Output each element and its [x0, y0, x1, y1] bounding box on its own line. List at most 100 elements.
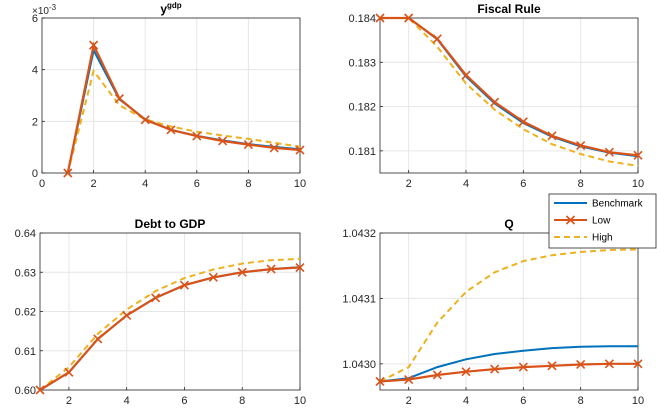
y-tick-label: 0.64: [15, 228, 36, 240]
panel-title: Debt to GDP: [135, 217, 206, 231]
marker-low: [375, 13, 385, 23]
plot-area: [42, 18, 300, 173]
y-tick-label: 0.62: [15, 307, 36, 319]
panel-title: ygdp: [160, 1, 181, 16]
series-line-high: [379, 248, 639, 383]
marker-low: [179, 280, 190, 290]
x-tick-label: 4: [463, 395, 469, 407]
series-line-low: [66, 41, 301, 174]
marker-low: [192, 131, 202, 141]
x-tick-label: 8: [578, 178, 584, 190]
x-tick-label: 6: [181, 395, 187, 407]
x-tick-label: 0: [39, 178, 45, 190]
axes-box: [41, 17, 301, 174]
marker-low: [218, 136, 228, 146]
x-tick-label: 4: [142, 178, 148, 190]
y-tick-label: 0: [32, 168, 38, 180]
marker-low: [295, 145, 305, 155]
marker-low: [35, 385, 45, 395]
marker-low: [633, 359, 643, 369]
x-tick-label: 6: [194, 178, 200, 190]
marker-low: [461, 70, 471, 80]
panel-fiscal-rule: 2 4 6 8 10 0.181 0.182 0.183 0.184 Fiscal Rule: [348, 2, 644, 190]
marker-low: [547, 361, 557, 371]
marker-low: [633, 150, 643, 160]
marker-low: [237, 267, 247, 277]
marker-low: [63, 168, 73, 178]
marker-low: [432, 34, 442, 44]
marker-low: [604, 359, 614, 369]
series-line-high: [380, 17, 639, 167]
marker-low: [243, 140, 253, 150]
marker-low: [93, 334, 103, 344]
x-tick-label: 4: [463, 178, 469, 190]
y-exponent-label: ×10-3: [32, 3, 57, 17]
marker-low: [375, 376, 385, 387]
y-tick-label: 0.60: [15, 385, 36, 397]
x-tick-label: 2: [406, 395, 412, 407]
y-tick-label: 4: [32, 65, 38, 77]
x-tick-label: 6: [520, 395, 526, 407]
panel-title: Q: [504, 217, 513, 231]
x-tick-label: 2: [406, 178, 412, 190]
marker-low: [269, 143, 279, 153]
panel-q: 2 4 6 8 10 1.0430 1.0431 1.0432 Q: [342, 217, 644, 407]
y-tick-label: 0.182: [348, 102, 376, 114]
x-tick-label: 2: [91, 178, 97, 190]
series-line-low: [380, 16, 639, 157]
y-tick-label: 1.0430: [342, 359, 376, 371]
y-tick-label: 0.63: [15, 267, 36, 279]
marker-low: [490, 364, 500, 374]
legend-marker-low: [565, 215, 576, 225]
x-tick-label: 10: [632, 395, 644, 407]
y-tick-label: 0.61: [15, 346, 36, 358]
legend-label-low: Low: [592, 216, 611, 227]
marker-low: [295, 262, 305, 273]
x-tick-label: 10: [632, 178, 644, 190]
marker-low: [432, 370, 442, 380]
plot-area: [380, 18, 638, 173]
marker-low: [266, 264, 276, 274]
marker-low: [122, 310, 132, 320]
y-tick-label: 0.183: [348, 57, 376, 69]
panel-title: Fiscal Rule: [477, 2, 541, 16]
x-tick-label: 4: [124, 395, 130, 407]
legend-label-benchmark: Benchmark: [592, 199, 644, 210]
x-tick-label: 10: [294, 395, 306, 407]
plot-area: [380, 233, 638, 390]
marker-low: [404, 13, 414, 23]
x-tick-label: 10: [294, 178, 306, 190]
legend-label-high: High: [592, 233, 613, 244]
marker-low: [547, 131, 557, 141]
marker-low: [576, 359, 586, 370]
axes-box: [379, 232, 639, 391]
marker-low: [208, 272, 218, 282]
marker-low: [404, 374, 414, 385]
marker-low: [89, 40, 99, 50]
marker-low: [604, 147, 614, 157]
series-line-high: [66, 68, 301, 174]
y-tick-label: 1.0432: [342, 228, 376, 240]
panel-ygdp: 0 2 4 6 8 10 0 2 4 6 ygdp ×10-3: [32, 1, 306, 190]
y-tick-label: 6: [32, 13, 38, 25]
marker-low: [114, 94, 124, 104]
marker-low: [461, 367, 471, 377]
marker-low: [64, 367, 74, 377]
x-tick-label: 2: [66, 395, 72, 407]
y-tick-label: 2: [32, 116, 38, 128]
x-tick-label: 8: [239, 395, 245, 407]
marker-low: [576, 140, 586, 151]
title-superscript: gdp: [167, 1, 182, 10]
marker-low: [518, 362, 528, 372]
y-tick-label: 0.181: [348, 146, 376, 158]
y-tick-label: 0.184: [348, 13, 376, 25]
series-line-low: [379, 362, 638, 383]
marker-low: [518, 117, 528, 127]
legend: Benchmark Low High: [548, 193, 657, 249]
marker-low: [140, 115, 150, 125]
marker-low: [166, 125, 176, 135]
marker-low: [150, 293, 161, 303]
x-tick-label: 6: [520, 178, 526, 190]
y-tick-label: 1.0431: [342, 293, 376, 305]
